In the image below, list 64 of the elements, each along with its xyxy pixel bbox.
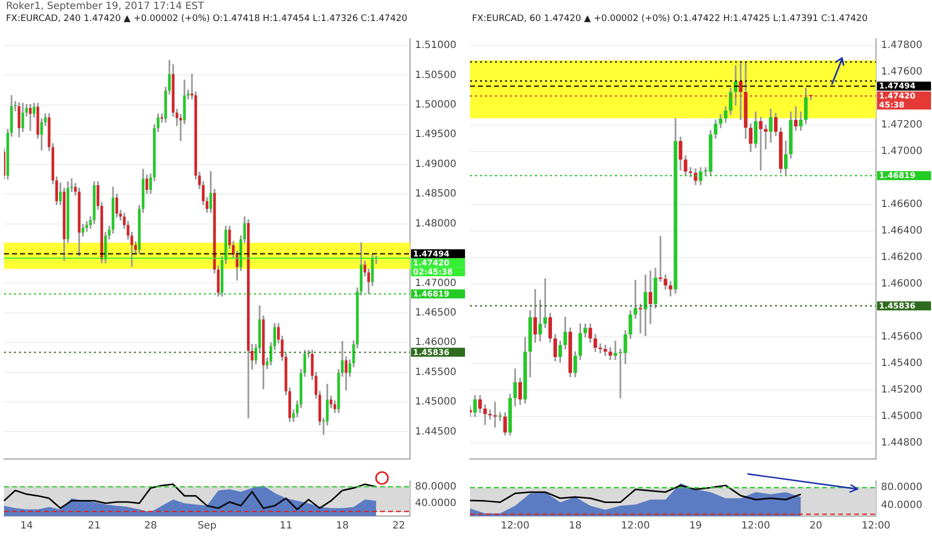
y-tick-label: 1.46400 <box>881 226 922 237</box>
y-tick-label: 1.50000 <box>415 100 456 111</box>
x-tick-label: 12:00 <box>741 520 770 532</box>
y-tick-label: 1.46000 <box>881 278 922 290</box>
y-tick-label: 1.45400 <box>881 358 922 370</box>
ref-line-label: 1.47420 <box>879 92 916 101</box>
ref-line-label: 1.47494 <box>413 249 450 258</box>
y-tick-label: 1.49000 <box>415 158 456 170</box>
x-tick-label: 28 <box>144 520 157 532</box>
y-tick-label: 1.48000 <box>415 218 456 230</box>
y-tick-label: 1.46000 <box>415 337 456 348</box>
y-tick-label: 40.0000 <box>415 498 456 509</box>
chart-title: FX:EURCAD, 240 1.47420 ▲ +0.00002 (+0%) O:1.47418 H:1.47454 L:1.47326 C:1.47420 <box>6 14 408 24</box>
x-tick-label: 11 <box>280 520 292 532</box>
x-tick-label: 20 <box>809 520 822 532</box>
x-tick-label: 22 <box>392 520 406 532</box>
ref-line-label: 1.47420 <box>413 258 450 268</box>
candlestick <box>668 281 672 296</box>
chart-subtitle: Roker1, September 19, 2017 17:14 EST <box>6 1 204 12</box>
y-tick-label: 80.0000 <box>881 482 922 494</box>
ref-line-label: 1.46819 <box>413 289 450 298</box>
candlestick <box>658 236 662 282</box>
y-tick-label: 1.50500 <box>415 70 456 81</box>
y-tick-label: 1.44800 <box>881 438 922 449</box>
y-tick-label: 1.46200 <box>881 252 922 264</box>
y-tick-label: 1.47000 <box>415 278 456 289</box>
x-tick-label: 14 <box>20 520 33 532</box>
x-tick-label: 12:00 <box>862 520 890 532</box>
y-tick-label: 1.45000 <box>881 411 922 422</box>
candlestick <box>498 412 502 421</box>
x-tick-label: Sep <box>198 520 216 532</box>
y-tick-label: 1.47000 <box>881 146 922 158</box>
x-tick-label: 21 <box>88 520 101 532</box>
y-tick-label: 1.45200 <box>881 384 922 396</box>
chart-title: FX:EURCAD, 60 1.47420 ▲ +0.00002 (+0%) O:1.47422 H:1.47425 L:1.47391 C:1.47420 <box>472 14 868 24</box>
ref-line-label: 1.45836 <box>879 301 916 310</box>
y-tick-label: 1.46600 <box>881 199 922 210</box>
x-tick-label: 18 <box>568 520 582 532</box>
y-tick-label: 1.48500 <box>415 188 456 200</box>
y-tick-label: 1.45000 <box>415 396 456 408</box>
x-tick-label: 19 <box>689 520 702 532</box>
y-tick-label: 40.0000 <box>881 500 922 511</box>
x-tick-label: 12:00 <box>620 520 650 532</box>
x-tick-label: 18 <box>336 520 349 532</box>
candlestick <box>688 167 692 178</box>
ref-line-label: 1.45836 <box>413 348 450 357</box>
candlestick <box>648 270 652 324</box>
y-tick-label: 1.47200 <box>881 120 922 131</box>
y-tick-label: 1.47600 <box>881 66 922 78</box>
y-tick-label: 1.51000 <box>415 40 456 52</box>
x-tick-label: 12:00 <box>500 520 530 532</box>
candlestick <box>638 304 642 334</box>
ref-line-label: 1.47494 <box>879 82 916 91</box>
y-tick-label: 1.44500 <box>415 426 456 438</box>
y-tick-label: 80.0000 <box>415 481 456 492</box>
ref-line-label: 1.46819 <box>879 171 916 180</box>
text: 45:38 <box>879 100 905 110</box>
text: 02:45:38 <box>413 267 454 276</box>
y-tick-label: 1.49500 <box>415 129 456 140</box>
y-tick-label: 1.47800 <box>881 40 922 52</box>
y-tick-label: 1.45600 <box>881 332 922 343</box>
y-tick-label: 1.46500 <box>415 307 456 318</box>
y-tick-label: 1.45500 <box>415 366 456 378</box>
candlestick <box>488 410 492 420</box>
